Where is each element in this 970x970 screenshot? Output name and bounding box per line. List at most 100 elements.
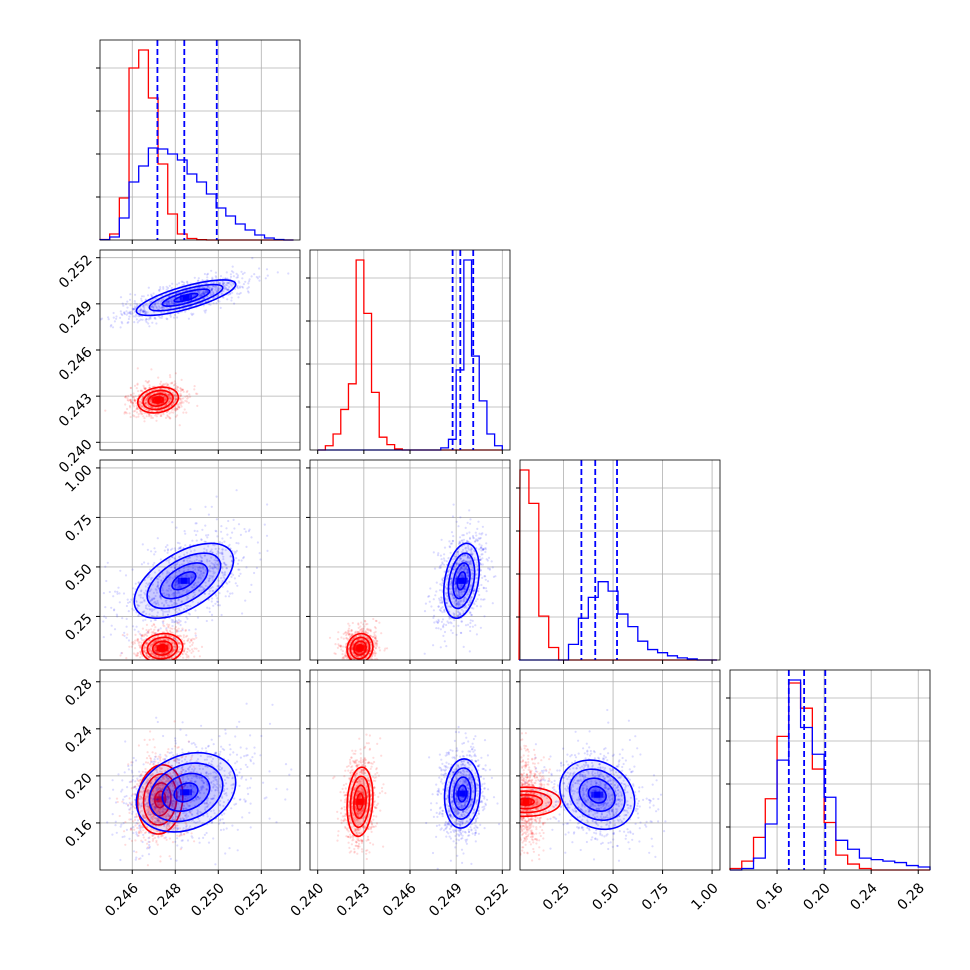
scatter-point (136, 382, 139, 385)
scatter-point (187, 612, 190, 615)
scatter-point (155, 639, 158, 643)
scatter-point (220, 292, 223, 295)
scatter-point (132, 308, 135, 311)
scatter-point (127, 639, 131, 642)
scatter-point (187, 317, 190, 320)
scatter-point (224, 283, 228, 286)
scatter-point (132, 403, 135, 406)
scatter-point (135, 387, 138, 390)
scatter-point (186, 639, 189, 642)
scatter-point (155, 406, 158, 409)
scatter-point (250, 275, 253, 278)
scatter-point (148, 317, 151, 320)
scatter-point (226, 284, 229, 287)
scatter-point (256, 277, 259, 280)
scatter-point (161, 391, 164, 394)
scatter-point (239, 533, 242, 537)
scatter-point (219, 306, 222, 309)
scatter-point (171, 631, 174, 634)
scatter-point (191, 576, 194, 579)
scatter-point (151, 305, 154, 308)
scatter-point (137, 630, 140, 633)
scatter-point (166, 384, 169, 387)
scatter-point (235, 557, 238, 560)
scatter-point (175, 385, 178, 388)
scatter-point (185, 656, 188, 659)
scatter-point (190, 639, 193, 642)
scatter-point (171, 627, 174, 630)
scatter-point (154, 640, 157, 643)
scatter-point (147, 655, 150, 659)
scatter-point (220, 293, 223, 296)
scatter-point (375, 619, 378, 623)
scatter-point (152, 623, 155, 626)
scatter-point (238, 281, 241, 284)
scatter-point (455, 520, 458, 523)
scatter-point (143, 417, 146, 420)
scatter-point (484, 578, 487, 581)
scatter-point (210, 282, 213, 285)
scatter-point (151, 305, 154, 308)
scatter-point (173, 645, 176, 648)
scatter-point (173, 394, 177, 397)
scatter-point (215, 276, 218, 279)
scatter-point (180, 280, 183, 283)
scatter-point (174, 625, 178, 629)
scatter-point (127, 317, 130, 321)
scatter-point (133, 398, 136, 401)
scatter-point (167, 299, 170, 303)
scatter-point (137, 638, 140, 641)
scatter-point (171, 303, 174, 306)
scatter-point (214, 288, 217, 291)
scatter-point (480, 583, 483, 587)
scatter-point (171, 301, 174, 304)
scatter-point (121, 617, 124, 620)
scatter-point (170, 408, 174, 411)
scatter-point (152, 292, 155, 295)
scatter-point (145, 399, 148, 402)
scatter-point (245, 545, 248, 549)
scatter-point (172, 408, 175, 411)
scatter-point (154, 650, 157, 653)
scatter-point (234, 582, 237, 585)
scatter-point (174, 415, 177, 418)
scatter-point (186, 281, 189, 284)
scatter-point (198, 293, 201, 296)
scatter-point (150, 652, 153, 655)
scatter-point (173, 627, 176, 630)
scatter-point (153, 317, 156, 320)
scatter-point (175, 631, 178, 634)
scatter-point (129, 304, 132, 307)
scatter-point (151, 652, 154, 656)
scatter-point (168, 397, 171, 400)
scatter-point (156, 629, 160, 632)
scatter-point (222, 282, 225, 285)
scatter-point (134, 633, 137, 637)
scatter-point (196, 279, 199, 282)
scatter-point (469, 629, 472, 633)
scatter-point (146, 403, 149, 406)
scatter-point (229, 293, 232, 296)
scatter-point (118, 601, 121, 604)
scatter-point (132, 395, 135, 398)
scatter-point (208, 564, 212, 568)
scatter-point (167, 401, 171, 404)
scatter-point (144, 646, 147, 649)
scatter-point (173, 593, 176, 596)
scatter-point (180, 400, 183, 403)
scatter-point (169, 417, 172, 420)
scatter-point (156, 537, 159, 540)
scatter-point (181, 388, 184, 391)
scatter-point (140, 563, 143, 566)
scatter-point (147, 304, 150, 307)
scatter-point (174, 643, 177, 646)
scatter-point (134, 582, 137, 585)
scatter-point (162, 612, 165, 615)
scatter-point (247, 291, 250, 294)
scatter-point (143, 311, 146, 314)
scatter-point (112, 311, 115, 315)
scatter-point (157, 376, 160, 379)
scatter-point (157, 629, 160, 632)
scatter-point (150, 651, 153, 654)
scatter-point (176, 586, 179, 589)
